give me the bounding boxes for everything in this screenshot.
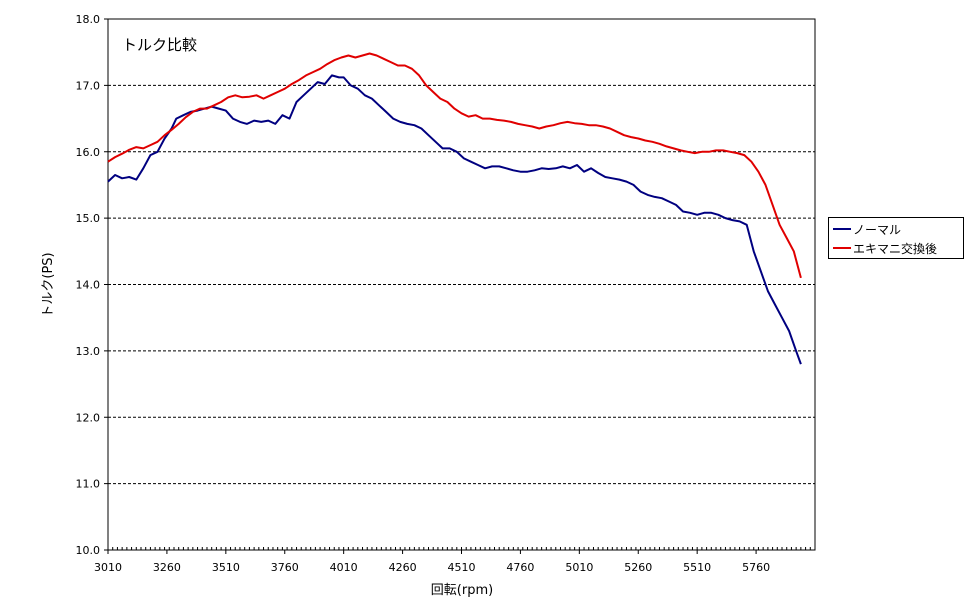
y-tick-label: 10.0: [76, 544, 101, 557]
legend-item-normal: ノーマル: [833, 220, 901, 238]
y-tick-label: 15.0: [76, 212, 101, 225]
legend-swatch-normal: [833, 228, 851, 230]
y-axis-label: トルク(PS): [41, 252, 56, 317]
legend-swatch-exmani: [833, 247, 851, 249]
x-tick-label: 5760: [742, 561, 770, 574]
legend-label-normal: ノーマル: [853, 222, 902, 237]
legend: ノーマル エキマニ交換後: [828, 217, 964, 259]
y-tick-label: 11.0: [76, 478, 101, 491]
legend-label-exmani: エキマニ交換後: [853, 241, 938, 256]
x-tick-label: 4260: [389, 561, 417, 574]
y-tick-label: 18.0: [76, 13, 101, 26]
y-tick-label: 12.0: [76, 411, 101, 424]
grid-layer: [108, 84, 815, 485]
y-tick-label: 13.0: [76, 345, 101, 358]
x-axis-label: 回転(rpm): [431, 583, 493, 598]
x-minor-ticks: [107, 547, 816, 550]
x-tick-label: 3510: [212, 561, 240, 574]
x-tick-label: 3760: [271, 561, 299, 574]
y-tick-label: 17.0: [76, 79, 101, 92]
x-tick-label: 3010: [94, 561, 122, 574]
x-tick-label: 3260: [153, 561, 181, 574]
legend-item-exmani: エキマニ交換後: [833, 239, 937, 257]
x-tick-label: 5260: [624, 561, 652, 574]
x-tick-label: 4760: [506, 561, 534, 574]
series-layer: [107, 52, 802, 365]
series-line-1: [107, 52, 802, 279]
x-tick-label: 4010: [330, 561, 358, 574]
y-tick-labels: 10.0 11.0 12.0 13.0 14.0 15.0 16.0 17.0 18.0: [76, 13, 108, 557]
x-tick-labels: 3010 3260 3510 3760 4010 4260 4510 4760 5010 5260…: [94, 550, 770, 574]
y-tick-label: 14.0: [76, 279, 101, 292]
chart-title: トルク比較: [122, 36, 197, 54]
x-tick-label: 4510: [448, 561, 476, 574]
series-line-0: [107, 74, 802, 365]
x-tick-label: 5510: [683, 561, 711, 574]
y-tick-label: 16.0: [76, 146, 101, 159]
x-tick-label: 5010: [565, 561, 593, 574]
